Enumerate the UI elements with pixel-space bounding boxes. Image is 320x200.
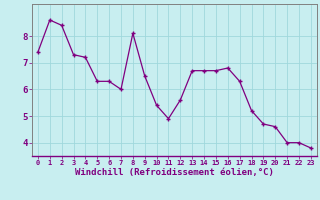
X-axis label: Windchill (Refroidissement éolien,°C): Windchill (Refroidissement éolien,°C) [75,168,274,177]
